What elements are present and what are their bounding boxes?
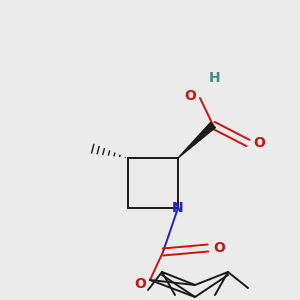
Text: O: O [253,136,265,150]
Text: H: H [209,71,221,85]
Text: O: O [184,89,196,103]
Text: N: N [172,201,184,215]
Text: O: O [213,241,225,255]
Polygon shape [178,122,215,158]
Text: O: O [134,277,146,291]
